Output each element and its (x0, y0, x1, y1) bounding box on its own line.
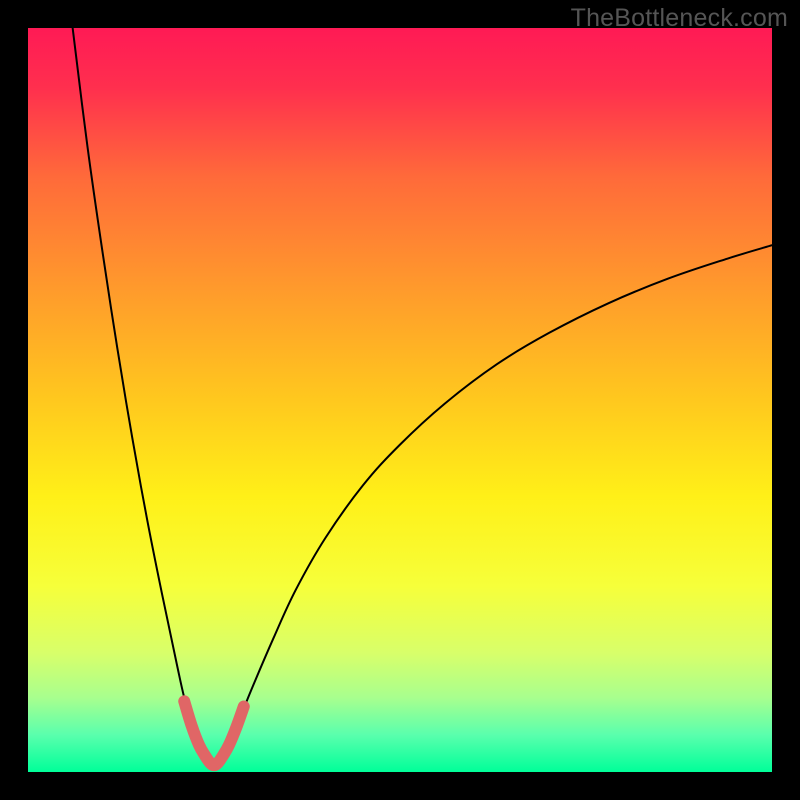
chart-frame: TheBottleneck.com (0, 0, 800, 800)
bottleneck-chart-svg (0, 0, 800, 800)
plot-area (28, 28, 772, 772)
gradient-background (28, 28, 772, 772)
